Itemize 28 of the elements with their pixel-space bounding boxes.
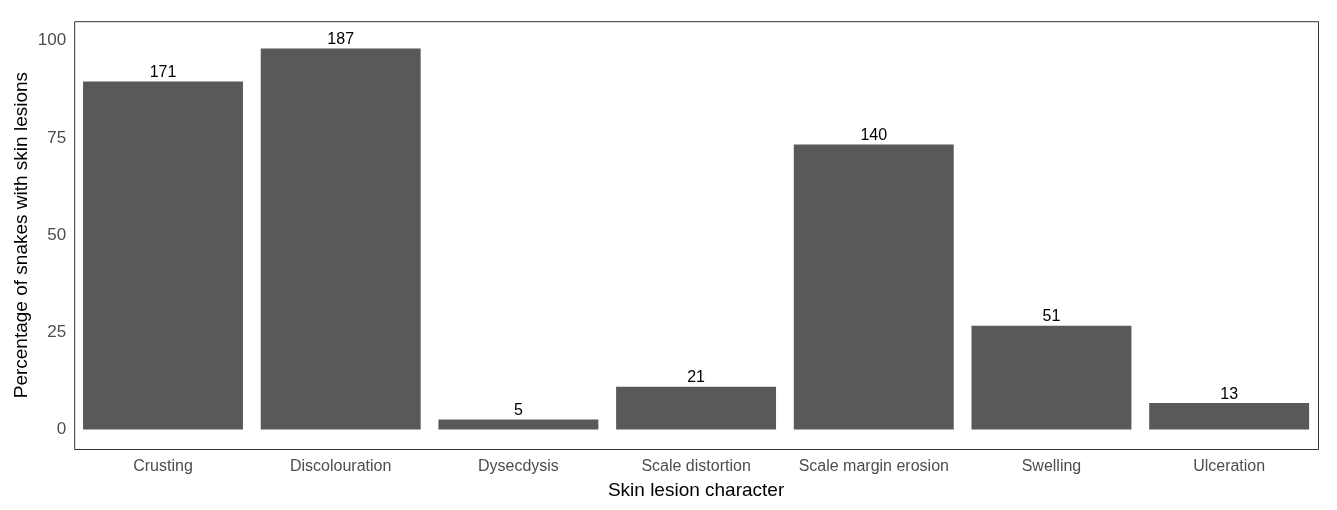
x-tick-label: Swelling (1021, 457, 1082, 475)
x-tick-label: Discolouration (290, 457, 392, 475)
bar (438, 419, 599, 430)
x-tick-label: Dysecdysis (477, 457, 559, 475)
bar (260, 48, 421, 430)
y-axis-title: Percentage of snakes with skin lesions (9, 71, 31, 399)
bar (616, 386, 777, 430)
y-tick-label: 75 (47, 127, 67, 147)
y-tick-label: 100 (37, 30, 67, 50)
x-tick-label: Ulceration (1193, 457, 1266, 475)
y-tick-label: 50 (47, 224, 67, 244)
y-tick-label: 25 (47, 322, 67, 342)
annotation: 5 (513, 400, 523, 418)
annotation: 140 (860, 125, 888, 143)
annotation: 171 (149, 62, 177, 80)
annotation: 51 (1042, 307, 1061, 325)
annotation: 21 (687, 368, 706, 386)
annotation: 13 (1220, 384, 1239, 402)
x-tick-label: Scale distortion (641, 457, 751, 475)
bar (793, 144, 954, 430)
annotation: 187 (327, 29, 355, 47)
x-axis-title: Skin lesion character (607, 478, 785, 500)
bar (971, 325, 1132, 430)
x-tick-label: Crusting (133, 457, 193, 475)
bar (83, 81, 243, 430)
x-tick-label: Scale margin erosion (798, 457, 949, 475)
y-tick-label: 0 (56, 419, 67, 439)
bar (1149, 403, 1310, 430)
